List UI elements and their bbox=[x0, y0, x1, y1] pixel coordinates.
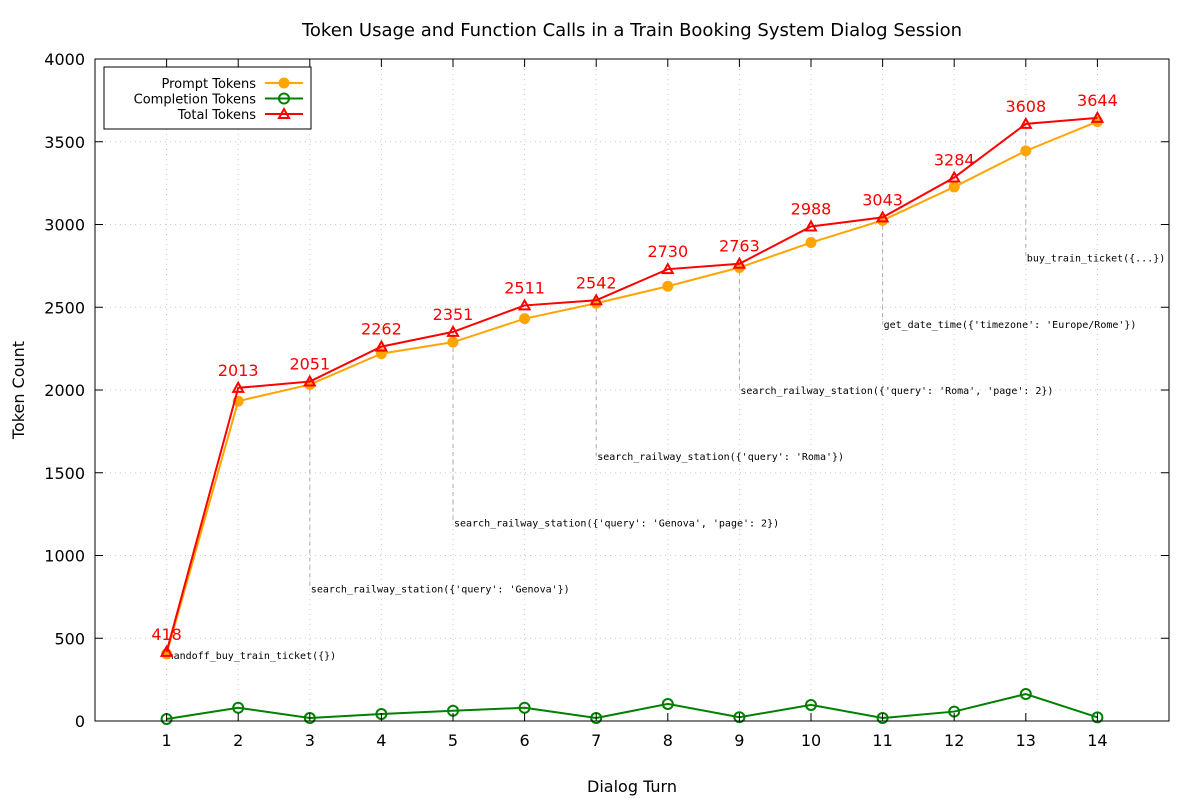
y-tick-label: 2500 bbox=[44, 298, 85, 317]
annotation-function-call: handoff_buy_train_ticket({}) bbox=[168, 651, 337, 662]
total-tokens-point bbox=[1090, 110, 1105, 123]
y-tick-label: 2000 bbox=[44, 381, 85, 400]
total-data-label: 2351 bbox=[433, 305, 474, 324]
total-tokens-point bbox=[732, 256, 747, 269]
x-tick-label: 9 bbox=[734, 731, 744, 750]
total-data-label: 3043 bbox=[862, 190, 903, 209]
total-data-label: 3608 bbox=[1005, 97, 1046, 116]
legend-marker bbox=[278, 92, 290, 105]
prompt-tokens-line bbox=[165, 120, 1098, 655]
data-labels: 418 2013 2051 2262 2351 2511 2542 2730 2763 2988 3… bbox=[151, 91, 1117, 644]
total-tokens-point bbox=[661, 262, 675, 275]
prompt-tokens-point bbox=[805, 237, 817, 249]
x-tick-label: 14 bbox=[1087, 731, 1107, 750]
total-tokens-point bbox=[875, 210, 890, 223]
y-axis-label: Token Count bbox=[9, 341, 28, 440]
total-data-label: 2051 bbox=[289, 355, 330, 374]
total-tokens-point bbox=[446, 324, 460, 337]
total-data-label: 2730 bbox=[647, 242, 688, 261]
x-axis-label: Dialog Turn bbox=[587, 777, 677, 796]
x-tick-label: 12 bbox=[944, 731, 964, 750]
total-data-label: 2262 bbox=[361, 320, 402, 339]
annotation-function-call: search_railway_station({'query': 'Roma',… bbox=[740, 386, 1053, 397]
series bbox=[159, 110, 1105, 726]
total-data-label: 3644 bbox=[1077, 91, 1118, 110]
total-data-label: 2511 bbox=[504, 278, 545, 297]
x-tick-label: 6 bbox=[520, 731, 530, 750]
y-tick-label: 1000 bbox=[44, 547, 85, 566]
total-data-label: 2763 bbox=[719, 237, 760, 256]
x-tick-label: 4 bbox=[376, 731, 386, 750]
completion-tokens-point bbox=[661, 697, 674, 710]
prompt-tokens-point bbox=[519, 313, 531, 325]
total-tokens-point bbox=[159, 644, 174, 657]
total-tokens-point bbox=[804, 219, 818, 232]
y-tick-label: 1500 bbox=[44, 464, 85, 483]
x-tick-label: 2 bbox=[233, 731, 243, 750]
x-tick-label: 7 bbox=[591, 731, 601, 750]
prompt-tokens-point bbox=[948, 181, 960, 193]
total-tokens-point bbox=[517, 298, 532, 311]
total-data-label: 2542 bbox=[576, 273, 617, 292]
completion-tokens-line bbox=[166, 692, 1098, 721]
total-tokens-point bbox=[231, 380, 245, 393]
legend-label: Prompt Tokens bbox=[161, 77, 256, 92]
x-tick-label: 11 bbox=[872, 731, 892, 750]
y-tick-label: 3000 bbox=[44, 216, 85, 235]
legend-label: Completion Tokens bbox=[134, 93, 257, 108]
prompt-tokens-point bbox=[447, 336, 459, 348]
prompt-tokens-point bbox=[662, 280, 674, 292]
x-tick-label: 10 bbox=[801, 731, 821, 750]
total-tokens-point bbox=[1019, 116, 1033, 129]
prompt-tokens-point bbox=[1020, 145, 1032, 157]
annotation-function-call: search_railway_station({'query': 'Genova… bbox=[454, 518, 779, 529]
annotation-function-call: search_railway_station({'query': 'Genova… bbox=[311, 585, 570, 596]
y-tick-label: 0 bbox=[75, 712, 85, 731]
annotation-function-call: get_date_time({'timezone': 'Europe/Rome'… bbox=[884, 320, 1137, 331]
total-data-label: 3284 bbox=[934, 150, 975, 169]
completion-tokens-point bbox=[232, 701, 245, 714]
total-data-label: 418 bbox=[151, 625, 182, 644]
x-tick-label: 5 bbox=[448, 731, 458, 750]
x-tick-label: 13 bbox=[1016, 731, 1036, 750]
total-data-label: 2013 bbox=[218, 361, 259, 380]
legend-marker bbox=[278, 77, 290, 89]
completion-tokens-point bbox=[1019, 688, 1032, 701]
annotations: handoff_buy_train_ticket({}) search_railw… bbox=[166, 123, 1165, 662]
annotation-function-call: search_railway_station({'query': 'Roma'}… bbox=[597, 452, 844, 463]
total-tokens-line bbox=[165, 116, 1098, 653]
x-tick-label: 1 bbox=[162, 731, 172, 750]
y-tick-label: 3500 bbox=[44, 133, 85, 152]
total-tokens-point bbox=[947, 170, 961, 183]
chart-title: Token Usage and Function Calls in a Trai… bbox=[301, 20, 962, 41]
completion-tokens-point bbox=[805, 698, 817, 711]
total-tokens-point bbox=[589, 293, 603, 306]
completion-tokens-point bbox=[733, 711, 746, 724]
legend-label: Total Tokens bbox=[177, 108, 256, 123]
annotation-function-call: buy_train_ticket({...}) bbox=[1027, 254, 1165, 265]
x-tick-label: 8 bbox=[663, 731, 673, 750]
completion-tokens-point bbox=[1091, 711, 1104, 724]
total-tokens-point bbox=[374, 339, 389, 352]
total-tokens-point bbox=[303, 374, 317, 387]
completion-tokens-point bbox=[518, 701, 531, 714]
total-data-label: 2988 bbox=[791, 199, 832, 218]
y-tick-label: 500 bbox=[54, 629, 85, 648]
x-tick-label: 3 bbox=[305, 731, 315, 750]
axis-ticks: 1 2 3 4 5 6 7 8 9 10 11 12 13 14050010001500200025003… bbox=[44, 50, 1169, 750]
y-tick-label: 4000 bbox=[44, 50, 85, 69]
legend-marker bbox=[277, 106, 291, 119]
